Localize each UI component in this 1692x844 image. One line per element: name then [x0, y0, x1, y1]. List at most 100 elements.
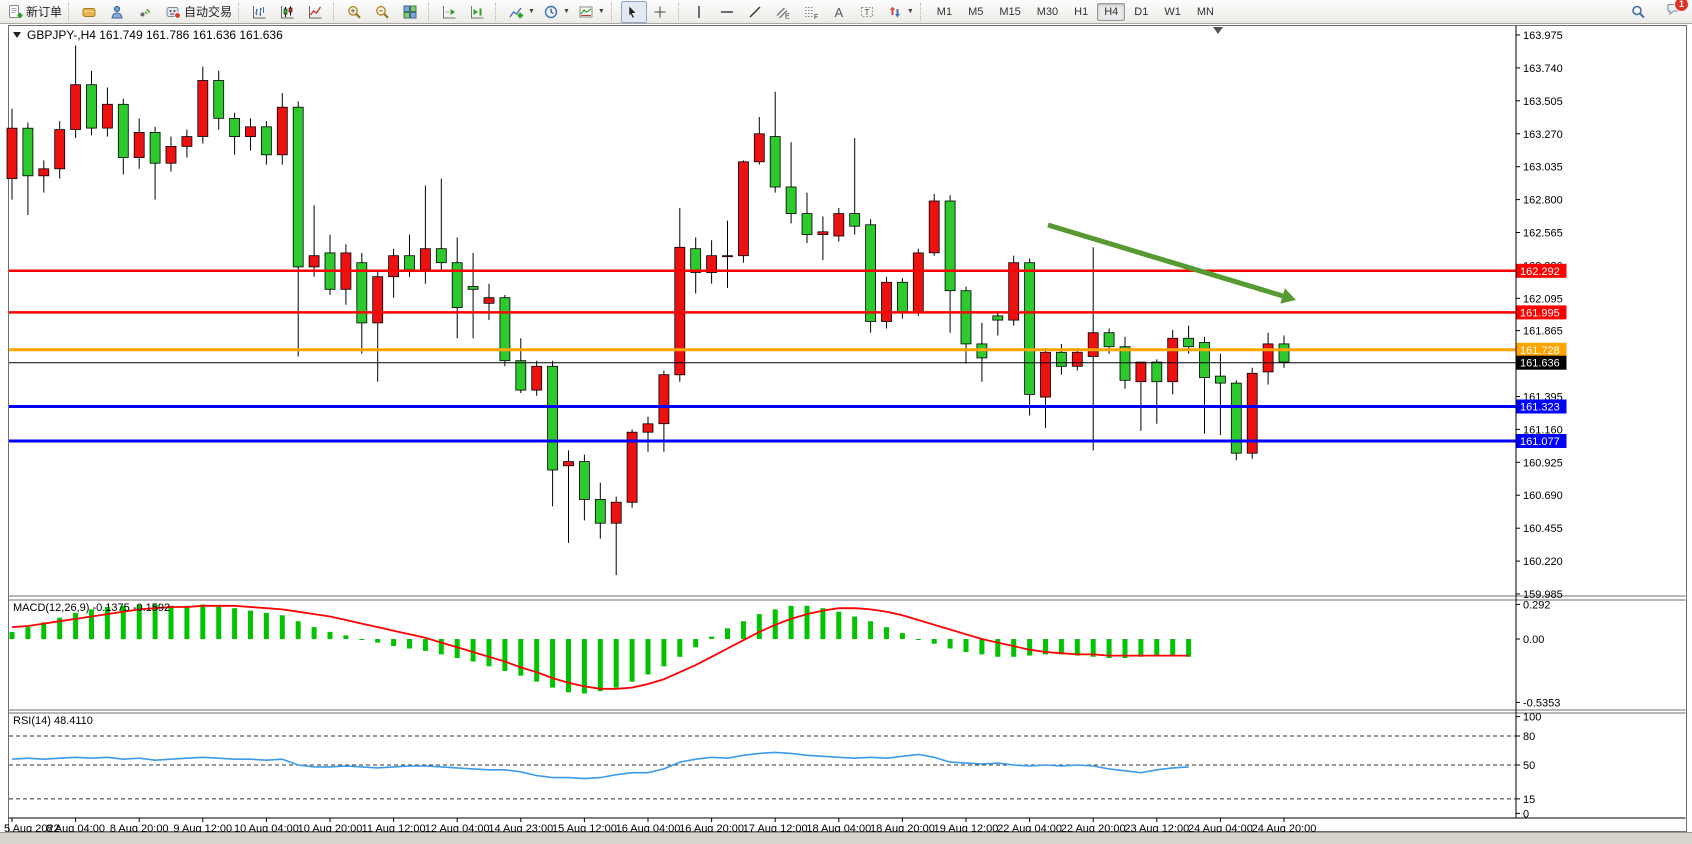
- svg-text:161.077: 161.077: [1520, 436, 1560, 448]
- svg-text:160.455: 160.455: [1523, 523, 1563, 535]
- chart-shift-icon: [471, 5, 484, 18]
- rsi-axis-labels: 100 80 50 15 0: [1516, 712, 1541, 820]
- tile-windows-button[interactable]: [399, 1, 425, 23]
- signals-button[interactable]: [134, 1, 160, 23]
- symbol-title[interactable]: GBPJPY-,H4 161.749 161.786 161.636 161.6…: [13, 28, 283, 42]
- rsi-level-lines: [9, 735, 1516, 800]
- community-icon: [111, 5, 123, 18]
- line-chart-button[interactable]: [304, 1, 330, 23]
- toolbar-separator: [495, 2, 500, 21]
- macd-label: MACD(12,26,9) -0.1375 -0.1592: [13, 602, 170, 614]
- community-button[interactable]: [106, 1, 132, 23]
- crosshair-icon: [654, 6, 666, 17]
- toolbar-separator: [428, 2, 433, 21]
- timeframe-button-w1[interactable]: W1: [1164, 5, 1181, 18]
- trend-arrow-annotation[interactable]: [1047, 222, 1296, 304]
- timeframe-button-h1[interactable]: H1: [1074, 5, 1089, 18]
- chart-window[interactable]: 163.975 163.740 163.505 163.270 163.035 162.8…: [0, 24, 1692, 843]
- new-order-button[interactable]: 新订单: [4, 1, 65, 23]
- fibonacci-button[interactable]: F: [800, 1, 826, 23]
- chart-shift-marker[interactable]: [1213, 27, 1223, 34]
- autotrading-button[interactable]: 自动交易: [162, 1, 235, 23]
- svg-text:160.690: 160.690: [1523, 490, 1563, 502]
- toolbar-separator: [333, 2, 338, 21]
- chevron-down-icon[interactable]: ▼: [528, 8, 535, 15]
- toolbar-separator: [610, 2, 616, 21]
- svg-text:GBPJPY-,H4 161.749 161.786 16: GBPJPY-,H4 161.749 161.786 161.636 161.6…: [27, 28, 283, 42]
- macd-histogram: [9, 604, 1192, 694]
- timeframe-button-d1[interactable]: D1: [1134, 5, 1149, 18]
- text-button[interactable]: A: [828, 1, 854, 23]
- crosshair-button[interactable]: [649, 1, 675, 23]
- horizontal-line-icon: [720, 10, 733, 13]
- svg-text:160.925: 160.925: [1523, 457, 1563, 469]
- macd-signal-line: [11, 604, 1189, 690]
- svg-text:-0.5353: -0.5353: [1523, 697, 1560, 709]
- svg-text:E: E: [785, 13, 790, 20]
- price-badge: [1516, 434, 1567, 448]
- search-button[interactable]: [1627, 1, 1653, 23]
- svg-text:163.270: 163.270: [1523, 129, 1563, 141]
- timeframe-button-mn[interactable]: MN: [1196, 5, 1214, 18]
- arrows-button[interactable]: ▼: [884, 1, 917, 23]
- timeframe-button-m5[interactable]: M5: [968, 5, 984, 18]
- templates-button[interactable]: ▼: [575, 1, 608, 23]
- timeframe-button-m1[interactable]: M1: [936, 5, 953, 18]
- history-button[interactable]: [78, 1, 104, 23]
- bar-chart-button[interactable]: [248, 1, 274, 23]
- equidistant-channel-button[interactable]: E: [772, 1, 798, 23]
- text-label-button[interactable]: T: [856, 1, 882, 23]
- support-resistance-lines[interactable]: [9, 269, 1516, 443]
- zoom-in-button[interactable]: [343, 1, 369, 23]
- zoom-out-button[interactable]: [371, 1, 397, 23]
- svg-text:161.995: 161.995: [1520, 307, 1560, 319]
- price-badge: [1516, 342, 1567, 357]
- tile-windows-icon: [403, 5, 417, 18]
- signals-icon: [140, 8, 151, 16]
- price-badge: [1516, 305, 1567, 320]
- svg-text:0: 0: [1523, 808, 1529, 820]
- svg-text:161.323: 161.323: [1520, 402, 1560, 414]
- timeframe-button-h4[interactable]: H4: [1097, 2, 1126, 21]
- candlestick-chart-button[interactable]: [276, 1, 302, 23]
- cursor-button[interactable]: [620, 0, 647, 23]
- equidistant-channel-icon: E: [776, 7, 790, 20]
- chat-button[interactable]: 1: [1666, 0, 1689, 22]
- chart-shift-button[interactable]: [466, 1, 492, 23]
- chevron-down-icon[interactable]: ▼: [562, 8, 570, 15]
- svg-text:161.160: 161.160: [1523, 424, 1563, 436]
- trendline-icon: [749, 6, 761, 17]
- svg-text:163.740: 163.740: [1523, 63, 1563, 75]
- indicators-button[interactable]: ▼: [505, 1, 538, 23]
- history-icon: [82, 7, 96, 17]
- svg-text:F: F: [814, 14, 818, 20]
- chevron-down-icon[interactable]: ▼: [906, 8, 914, 15]
- vertical-line-button[interactable]: [688, 1, 714, 23]
- text-icon: A: [834, 5, 843, 20]
- collapse-icon: [13, 32, 21, 38]
- horizontal-line-button[interactable]: [716, 1, 742, 23]
- svg-text:162.292: 162.292: [1520, 266, 1560, 278]
- svg-text:162.095: 162.095: [1523, 293, 1563, 305]
- periods-icon: [544, 5, 558, 18]
- trendline-button[interactable]: [744, 1, 770, 23]
- toolbar-separator: [677, 2, 683, 21]
- toolbar-separator: [238, 2, 243, 21]
- vertical-line-icon: [698, 5, 700, 18]
- periods-button[interactable]: ▼: [540, 1, 573, 23]
- chevron-down-icon[interactable]: ▼: [597, 8, 605, 15]
- timeframe-button-m15[interactable]: M15: [999, 5, 1021, 18]
- auto-scroll-button[interactable]: [438, 1, 464, 23]
- price-badge: [1516, 399, 1567, 414]
- svg-text:A: A: [834, 5, 843, 20]
- svg-text:159.985: 159.985: [1523, 589, 1563, 601]
- new-order-icon: [9, 4, 23, 18]
- cursor-icon: [628, 4, 637, 18]
- svg-text:163.035: 163.035: [1523, 162, 1563, 174]
- svg-text:15: 15: [1523, 794, 1535, 806]
- timeframe-button-m30[interactable]: M30: [1036, 5, 1059, 18]
- rsi-label: RSI(14) 48.4110: [13, 715, 93, 727]
- svg-text:80: 80: [1523, 731, 1535, 743]
- zoom-out-icon: [376, 5, 389, 19]
